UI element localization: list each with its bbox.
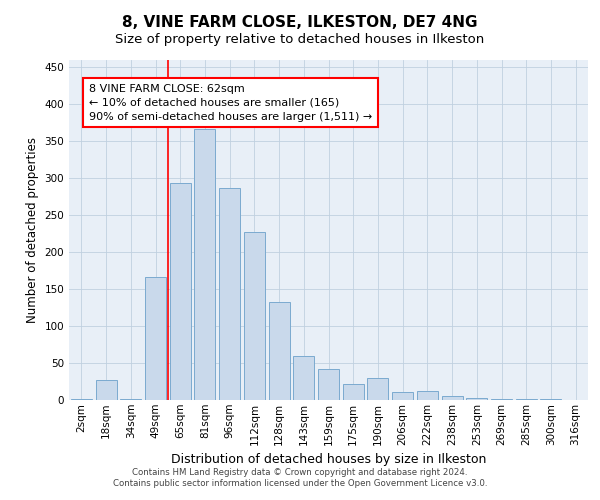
Bar	[293, 356, 314, 400]
Text: Size of property relative to detached houses in Ilkeston: Size of property relative to detached ho…	[115, 32, 485, 46]
Bar	[269, 302, 290, 400]
Bar	[318, 369, 339, 400]
Bar	[392, 392, 413, 400]
Bar	[343, 384, 364, 400]
Text: Contains HM Land Registry data © Crown copyright and database right 2024.
Contai: Contains HM Land Registry data © Crown c…	[113, 468, 487, 487]
Y-axis label: Number of detached properties: Number of detached properties	[26, 137, 39, 323]
Bar	[145, 276, 166, 400]
Bar	[466, 398, 487, 400]
Bar	[442, 396, 463, 400]
X-axis label: Distribution of detached houses by size in Ilkeston: Distribution of detached houses by size …	[171, 453, 486, 466]
Bar	[491, 398, 512, 400]
Text: 8, VINE FARM CLOSE, ILKESTON, DE7 4NG: 8, VINE FARM CLOSE, ILKESTON, DE7 4NG	[122, 15, 478, 30]
Bar	[219, 188, 240, 400]
Bar	[417, 391, 438, 400]
Bar	[194, 128, 215, 400]
Bar	[244, 232, 265, 400]
Text: 8 VINE FARM CLOSE: 62sqm
← 10% of detached houses are smaller (165)
90% of semi-: 8 VINE FARM CLOSE: 62sqm ← 10% of detach…	[89, 84, 372, 122]
Bar	[367, 378, 388, 400]
Bar	[95, 380, 116, 400]
Bar	[170, 184, 191, 400]
